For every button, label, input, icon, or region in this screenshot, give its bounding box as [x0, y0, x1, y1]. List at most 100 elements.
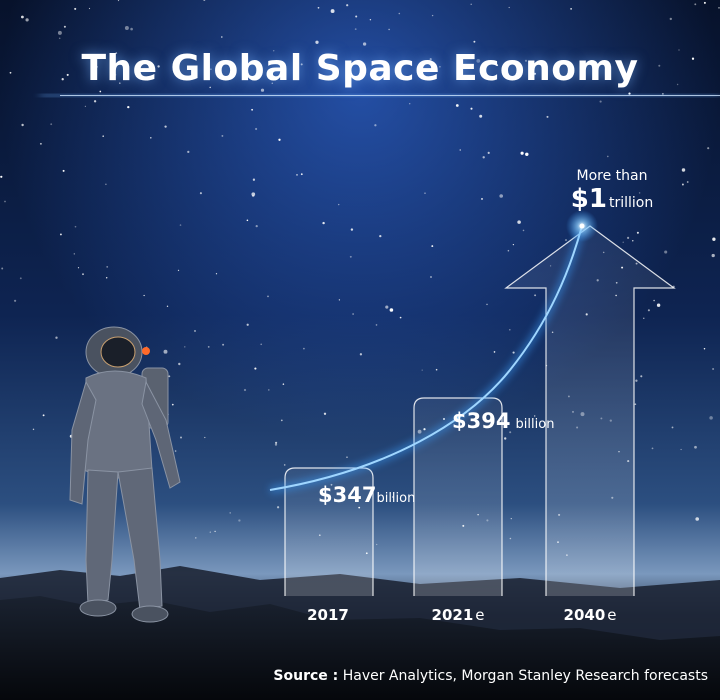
bar-2017: [284, 467, 374, 596]
data-label-2040-prefix: More than: [576, 168, 648, 184]
star: [180, 436, 182, 439]
star: [260, 88, 265, 92]
star: [203, 0, 206, 2]
star: [32, 428, 35, 431]
astronaut-right-leg: [117, 467, 163, 611]
star: [282, 383, 285, 385]
star: [546, 115, 549, 118]
star: [362, 42, 367, 46]
star: [459, 149, 461, 151]
star: [184, 346, 186, 348]
trend-line: [269, 225, 583, 491]
star: [42, 414, 45, 417]
star: [255, 127, 258, 131]
star: [508, 6, 510, 9]
star: [647, 309, 650, 312]
star: [439, 65, 441, 68]
star: [252, 178, 256, 181]
star: [267, 295, 269, 298]
star: [476, 59, 481, 63]
star: [251, 108, 254, 111]
star: [694, 445, 697, 449]
star: [13, 299, 17, 302]
star: [350, 228, 354, 231]
star: [255, 224, 258, 228]
star: [570, 8, 572, 10]
star: [275, 441, 278, 444]
star: [195, 537, 197, 539]
star: [57, 30, 62, 35]
star: [398, 12, 401, 15]
star: [635, 379, 638, 382]
source-text: Haver Analytics, Morgan Stanley Research…: [342, 668, 708, 684]
star: [280, 419, 283, 422]
star: [187, 150, 190, 154]
star: [274, 443, 278, 446]
star: [636, 231, 639, 234]
star: [66, 73, 69, 76]
star: [73, 253, 75, 255]
star: [260, 343, 263, 346]
star: [84, 105, 87, 108]
star: [272, 49, 275, 52]
bar-fill-2021e: [414, 398, 502, 596]
star: [220, 36, 223, 38]
star: [694, 3, 697, 6]
star: [246, 323, 249, 326]
star: [300, 173, 303, 176]
star: [296, 174, 298, 176]
x-tick-suffix: e: [475, 606, 485, 624]
star: [105, 183, 107, 186]
star: [470, 3, 472, 6]
star: [499, 194, 504, 198]
star: [712, 237, 716, 241]
star: [174, 450, 177, 452]
astronaut-left-arm: [69, 380, 97, 505]
x-tick-year: 2040: [563, 606, 606, 624]
star: [359, 353, 363, 356]
star: [718, 7, 720, 9]
star: [640, 375, 643, 378]
data-label-2040-unit: trillion: [608, 195, 654, 211]
star: [303, 347, 305, 350]
star: [712, 367, 715, 371]
star: [207, 346, 210, 348]
star: [622, 241, 624, 243]
star: [251, 192, 256, 197]
x-tick-year: 2021: [431, 606, 474, 624]
data-label-2040: More than $1 trillion: [571, 168, 653, 214]
star: [676, 83, 679, 86]
star: [355, 15, 358, 18]
astronaut-visor: [100, 336, 136, 368]
star: [517, 220, 521, 224]
star: [204, 436, 206, 439]
star: [524, 59, 528, 62]
star: [114, 73, 117, 76]
star: [525, 152, 529, 157]
star: [163, 349, 168, 354]
star: [119, 82, 121, 84]
star: [317, 6, 320, 9]
star: [534, 415, 536, 417]
star: [77, 267, 80, 269]
star: [481, 197, 483, 200]
star: [533, 72, 537, 75]
star: [63, 25, 66, 28]
star: [346, 4, 349, 7]
star: [429, 58, 432, 61]
star: [671, 426, 674, 429]
star: [99, 90, 102, 93]
star: [507, 249, 510, 252]
title-light-line: [60, 95, 720, 96]
star: [95, 65, 98, 68]
star: [221, 134, 224, 137]
star: [115, 52, 118, 54]
star: [74, 225, 77, 228]
star: [164, 125, 167, 128]
star: [39, 142, 42, 145]
star: [130, 27, 133, 31]
star: [199, 192, 202, 195]
star: [21, 15, 24, 19]
star: [607, 155, 609, 158]
